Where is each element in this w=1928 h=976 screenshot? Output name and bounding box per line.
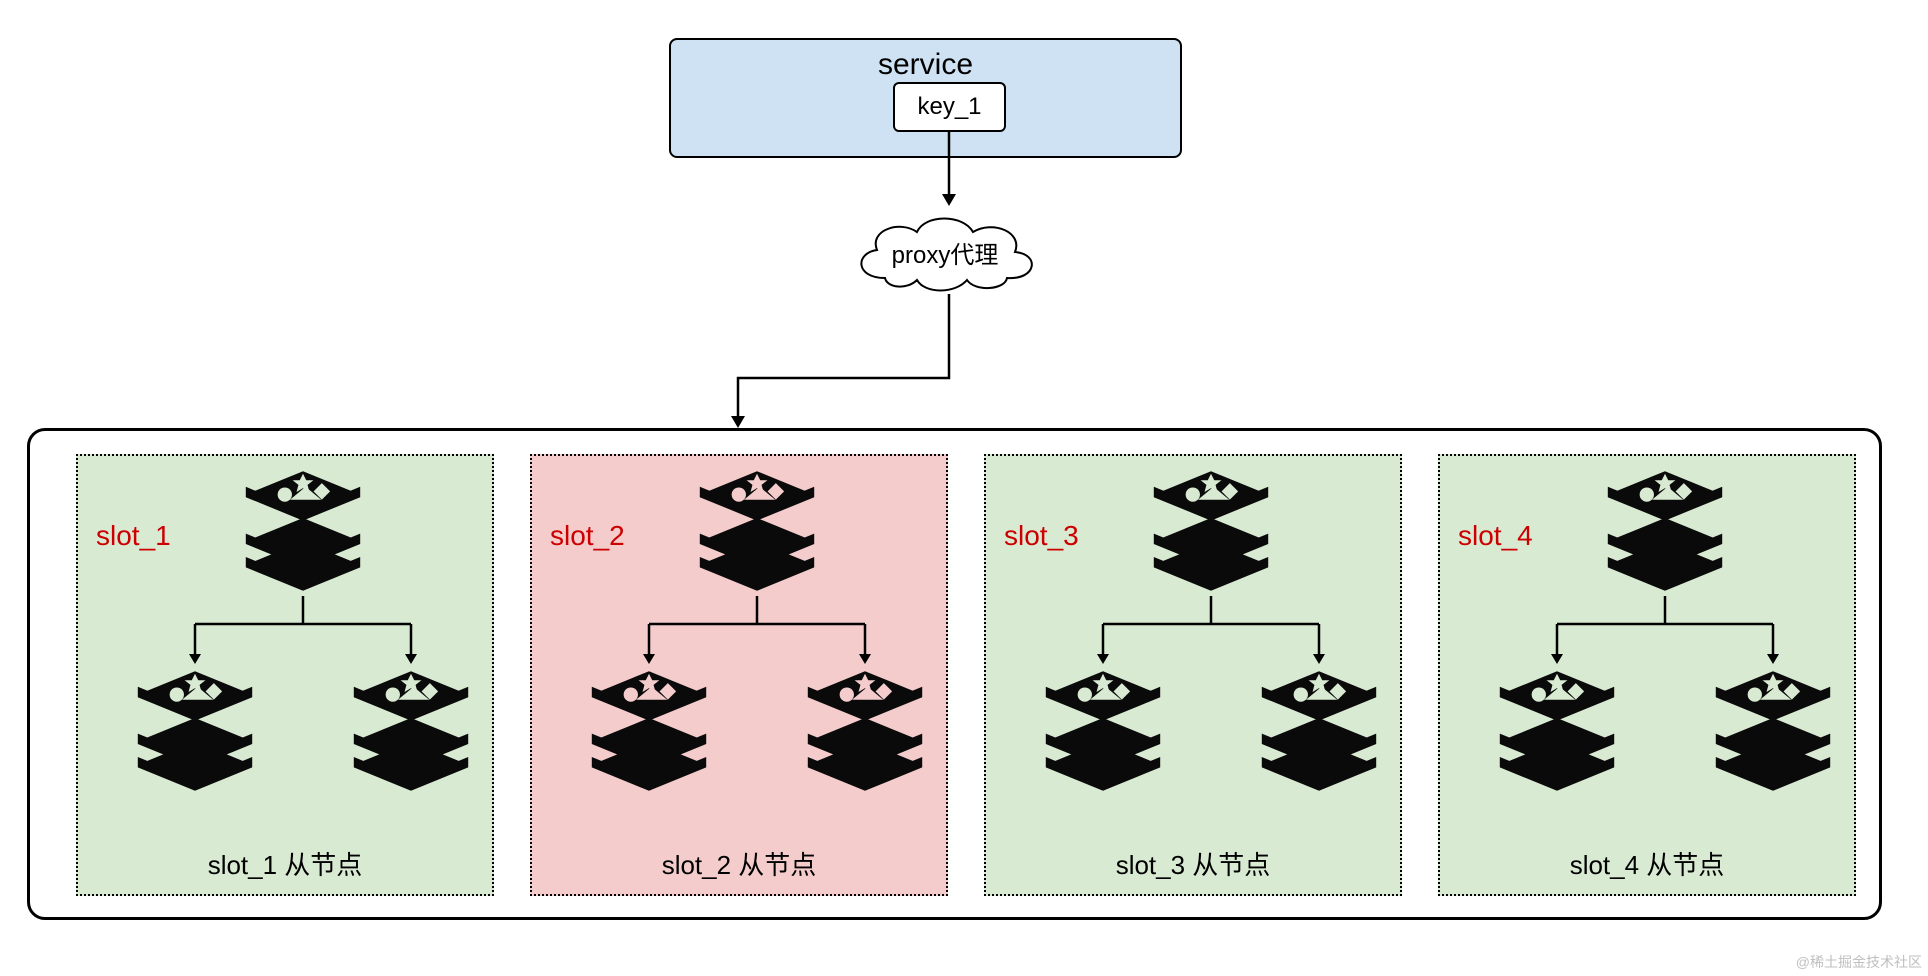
slot-footer: slot_1 从节点 [78, 845, 492, 882]
service-key: key_1 [893, 82, 1006, 132]
replica-db-icon [1254, 666, 1384, 796]
replica-db-icon [1038, 666, 1168, 796]
replica-db-icon [346, 666, 476, 796]
replica-db-icon [800, 666, 930, 796]
slot-footer: slot_4 从节点 [1440, 845, 1854, 882]
slot-box: slot_1 [76, 454, 494, 896]
slot-footer: slot_2 从节点 [532, 845, 946, 882]
proxy-label: proxy代理 [855, 235, 1035, 270]
slot-box: slot_3 [984, 454, 1402, 896]
replica-db-icon [1708, 666, 1838, 796]
arrow-proxy-to-cluster [0, 0, 1, 1]
replica-db-icon [1492, 666, 1622, 796]
service-title: service [671, 48, 1180, 82]
replica-db-icon [584, 666, 714, 796]
slot-box: slot_4 [1438, 454, 1856, 896]
replica-db-icon [130, 666, 260, 796]
diagram-canvas: service key_1 proxy代理 slot_1 [0, 0, 1928, 976]
service-key-label: key_1 [917, 93, 981, 121]
slot-box: slot_2 [530, 454, 948, 896]
slot-footer: slot_3 从节点 [986, 845, 1400, 882]
watermark: @稀土掘金技术社区 [1796, 952, 1922, 972]
